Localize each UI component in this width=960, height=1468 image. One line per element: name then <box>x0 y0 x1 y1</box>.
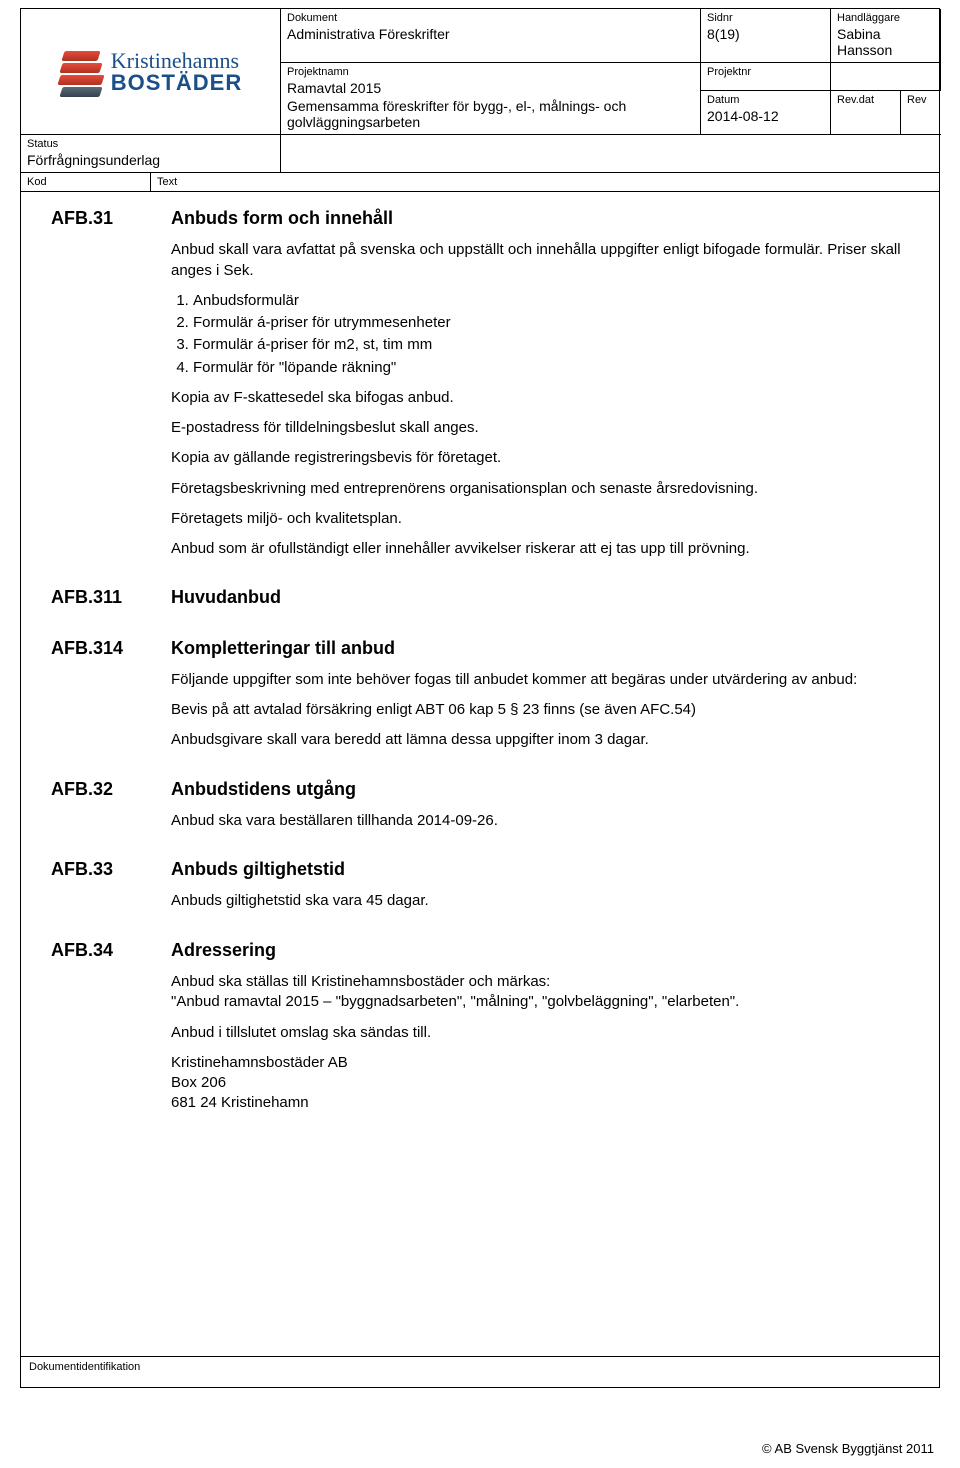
para: Anbud ska ställas till Kristinehamnsbost… <box>171 972 909 992</box>
empty-status-right <box>281 134 941 172</box>
header-block: Kristinehamns BOSTÄDER Dokument Administ… <box>21 9 939 173</box>
projektnamn-cell: Projektnamn Ramavtal 2015 Gemensamma för… <box>281 63 701 134</box>
datum-cell: Datum 2014-08-12 <box>701 91 831 134</box>
status-value: Förfrågningsunderlag <box>27 152 274 168</box>
dokid-label: Dokumentidentifikation <box>29 1361 140 1373</box>
content-body: AFB.31 Anbuds form och innehåll Anbud sk… <box>21 192 939 1150</box>
datum-value: 2014-08-12 <box>707 108 824 124</box>
section-code: AFB.31 <box>51 206 161 569</box>
para: 681 24 Kristinehamn <box>171 1093 909 1113</box>
section-code: AFB.311 <box>51 585 161 619</box>
para: E-postadress för tilldelningsbeslut skal… <box>171 418 909 438</box>
para: Anbud ska vara beställaren tillhanda 201… <box>171 811 909 831</box>
section-afb32: AFB.32 Anbudstidens utgång Anbud ska var… <box>51 777 909 842</box>
projektnamn-value-1: Ramavtal 2015 <box>287 80 694 96</box>
section-afb311: AFB.311 Huvudanbud <box>51 585 909 619</box>
section-title: Anbuds form och innehåll <box>171 206 909 230</box>
para: Företagsbeskrivning med entreprenörens o… <box>171 479 909 499</box>
para: Kopia av gällande registreringsbevis för… <box>171 448 909 468</box>
para: Anbud som är ofullständigt eller innehål… <box>171 539 909 559</box>
section-title: Anbuds giltighetstid <box>171 857 909 881</box>
kod-label: Kod <box>21 173 151 191</box>
revdat-label: Rev.dat <box>837 94 894 106</box>
section-afb314: AFB.314 Kompletteringar till anbud Följa… <box>51 636 909 761</box>
logo-script: Kristinehamns <box>111 50 242 72</box>
dokument-value: Administrativa Föreskrifter <box>287 26 694 42</box>
section-code: AFB.314 <box>51 636 161 761</box>
para: Anbud skall vara avfattat på svenska och… <box>171 240 909 281</box>
para: Box 206 <box>171 1073 909 1093</box>
section-body: Anbuds form och innehåll Anbud skall var… <box>171 206 909 569</box>
datum-label: Datum <box>707 94 824 106</box>
projektnr-label: Projektnr <box>707 66 824 78</box>
list-item: Formulär för "löpande räkning" <box>193 358 909 378</box>
status-label: Status <box>27 138 274 150</box>
sidnr-cell: Sidnr 8(19) <box>701 9 831 63</box>
section-afb34: AFB.34 Adressering Anbud ska ställas til… <box>51 938 909 1124</box>
empty-cell-r2c4 <box>831 63 941 91</box>
section-body: Anbuds giltighetstid Anbuds giltighetsti… <box>171 857 909 922</box>
logo-mark-icon <box>59 49 105 95</box>
dokument-label: Dokument <box>287 12 694 24</box>
list-item: Anbudsformulär <box>193 291 909 311</box>
footer-bar: Dokumentidentifikation <box>21 1356 939 1387</box>
document-page: Kristinehamns BOSTÄDER Dokument Administ… <box>20 8 940 1388</box>
status-cell: Status Förfrågningsunderlag <box>21 134 281 172</box>
section-body: Kompletteringar till anbud Följande uppg… <box>171 636 909 761</box>
section-code: AFB.32 <box>51 777 161 842</box>
logo-cell: Kristinehamns BOSTÄDER <box>21 9 281 134</box>
section-title: Kompletteringar till anbud <box>171 636 909 660</box>
para: "Anbud ramavtal 2015 – "byggnadsarbeten"… <box>171 992 909 1012</box>
para: Företagets miljö- och kvalitetsplan. <box>171 509 909 529</box>
projektnamn-value-2: Gemensamma föreskrifter för bygg-, el-, … <box>287 98 694 130</box>
logo-text: Kristinehamns BOSTÄDER <box>111 50 242 94</box>
para: Anbuds giltighetstid ska vara 45 dagar. <box>171 891 909 911</box>
section-code: AFB.34 <box>51 938 161 1124</box>
rev-label: Rev <box>907 94 935 106</box>
para: Kopia av F-skattesedel ska bifogas anbud… <box>171 388 909 408</box>
section-title: Huvudanbud <box>171 585 909 609</box>
projektnamn-label: Projektnamn <box>287 66 694 78</box>
logo-block: BOSTÄDER <box>111 72 242 94</box>
section-afb31: AFB.31 Anbuds form och innehåll Anbud sk… <box>51 206 909 569</box>
para: Kristinehamnsbostäder AB <box>171 1053 909 1073</box>
section-title: Adressering <box>171 938 909 962</box>
section-body: Huvudanbud <box>171 585 909 619</box>
para: Anbudsgivare skall vara beredd att lämna… <box>171 730 909 750</box>
logo: Kristinehamns BOSTÄDER <box>59 49 242 95</box>
projektnr-cell: Projektnr <box>701 63 831 91</box>
list-item: Formulär á-priser för m2, st, tim mm <box>193 335 909 355</box>
kodtext-row: Kod Text <box>21 173 939 192</box>
section-afb33: AFB.33 Anbuds giltighetstid Anbuds gilti… <box>51 857 909 922</box>
handlaggare-value: Sabina Hansson <box>837 26 934 58</box>
sidnr-label: Sidnr <box>707 12 824 24</box>
para: Bevis på att avtalad försäkring enligt A… <box>171 700 909 720</box>
list-item: Formulär á-priser för utrymmesenheter <box>193 313 909 333</box>
copyright-text: © AB Svensk Byggtjänst 2011 <box>762 1441 934 1456</box>
section-code: AFB.33 <box>51 857 161 922</box>
handlaggare-cell: Handläggare Sabina Hansson <box>831 9 941 63</box>
rev-cell: Rev.dat Rev <box>831 91 941 134</box>
section-body: Anbudstidens utgång Anbud ska vara bestä… <box>171 777 909 842</box>
sidnr-value: 8(19) <box>707 26 824 42</box>
section-body: Adressering Anbud ska ställas till Krist… <box>171 938 909 1124</box>
text-label: Text <box>151 173 939 191</box>
numbered-list: Anbudsformulär Formulär á-priser för utr… <box>193 291 909 378</box>
para: Följande uppgifter som inte behöver foga… <box>171 670 909 690</box>
para: Anbud i tillslutet omslag ska sändas til… <box>171 1023 909 1043</box>
handlaggare-label: Handläggare <box>837 12 934 24</box>
dokument-cell: Dokument Administrativa Föreskrifter <box>281 9 701 63</box>
section-title: Anbudstidens utgång <box>171 777 909 801</box>
